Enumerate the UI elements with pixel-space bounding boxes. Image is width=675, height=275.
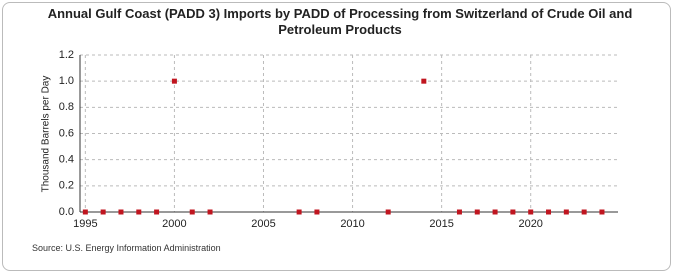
y-tick-label: 0.6: [59, 127, 74, 139]
x-tick-label: 1995: [73, 218, 97, 230]
y-axis-label: Thousand Barrels per Day: [41, 76, 52, 193]
x-tick-label: 2000: [162, 218, 186, 230]
x-tick-label: 2010: [340, 218, 364, 230]
x-tick-label: 2020: [518, 218, 542, 230]
point: [599, 209, 605, 215]
point: [136, 209, 142, 215]
y-tick-label: 1.0: [59, 75, 74, 87]
point: [456, 209, 462, 215]
y-tick-label: 0.8: [59, 101, 74, 113]
chart-title: Annual Gulf Coast (PADD 3) Imports by PA…: [47, 6, 633, 37]
y-tick-label: 0.4: [59, 154, 74, 166]
point: [421, 78, 427, 84]
point: [528, 209, 534, 215]
point: [189, 209, 195, 215]
point: [118, 209, 124, 215]
point: [314, 209, 320, 215]
point: [100, 209, 106, 215]
point: [171, 78, 177, 84]
point: [82, 209, 88, 215]
point: [581, 209, 587, 215]
point: [154, 209, 160, 215]
point: [385, 209, 391, 215]
point: [510, 209, 516, 215]
y-tick-label: 1.2: [59, 49, 74, 61]
source-note: Source: U.S. Energy Information Administ…: [32, 243, 221, 253]
x-tick-label: 2005: [251, 218, 275, 230]
y-tick-label: 0.2: [59, 180, 74, 192]
point: [296, 209, 302, 215]
point: [563, 209, 569, 215]
x-tick-label: 2015: [429, 218, 453, 230]
point: [546, 209, 552, 215]
point: [474, 209, 480, 215]
point: [492, 209, 498, 215]
y-tick-label: 0.0: [59, 206, 74, 218]
point: [207, 209, 213, 215]
frame: [2, 2, 671, 271]
